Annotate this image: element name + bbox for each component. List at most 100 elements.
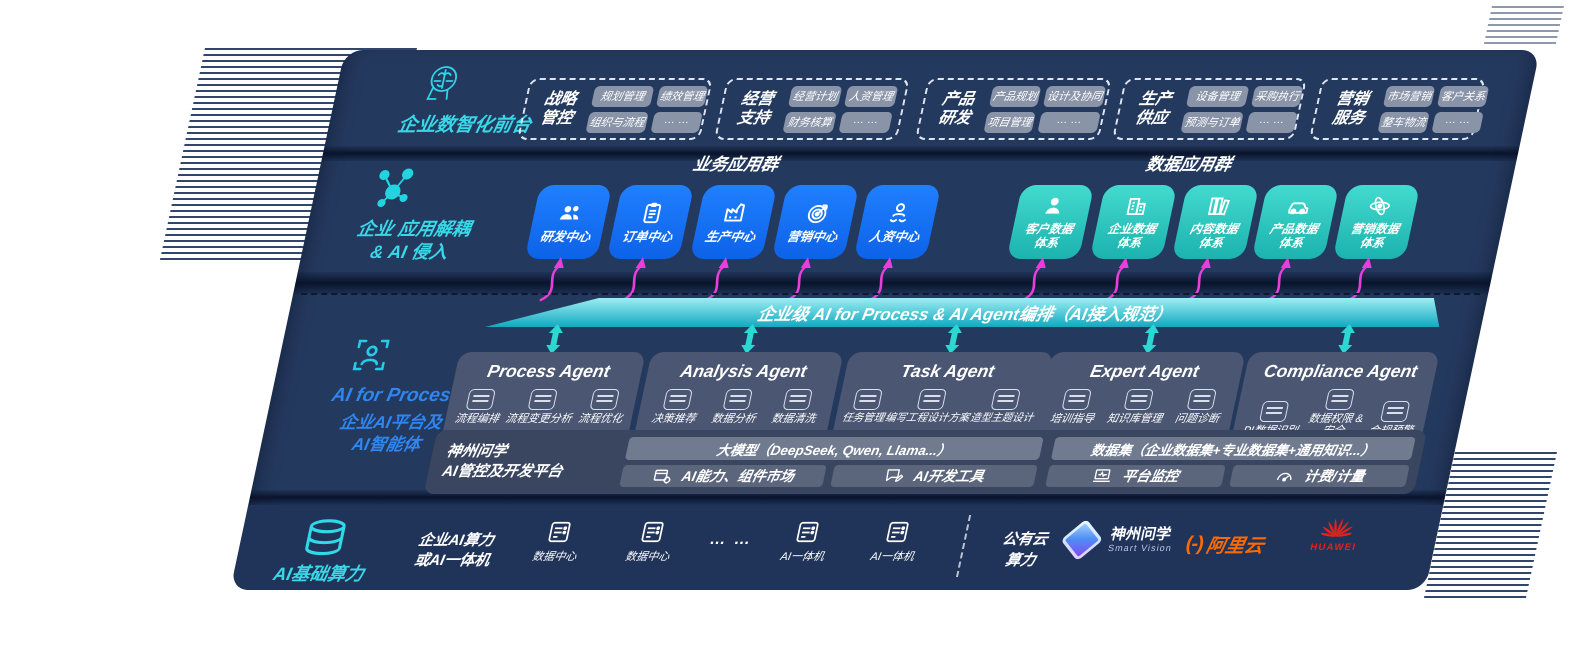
- chip: 组织与流程: [585, 111, 649, 133]
- huawei-name: HUAWEI: [1309, 542, 1358, 553]
- platform-model-group: 大模型（DeepSeek, Qwen, Llama...） AI能力、组件市场 …: [619, 437, 1044, 487]
- molecule-icon: [377, 168, 414, 207]
- center-hr: 人资中心: [853, 185, 942, 259]
- center-label: 营销中心: [785, 229, 839, 244]
- agent-title: Task Agent: [899, 361, 997, 381]
- cell-billing: 计费/计量: [1229, 465, 1410, 487]
- center-marketing: 营销中心: [771, 185, 860, 259]
- group-product: 产品 研发 产品规划 设计及协同 项目管理 … …: [914, 78, 1113, 140]
- server-rack-icon: [886, 521, 909, 543]
- agent-item-label: 流程优化: [576, 413, 624, 425]
- shenzhou-name: 神州问学: [1109, 526, 1173, 544]
- stripe-decoration-top-right: [1483, 6, 1564, 48]
- data-product: 产品数据 体系: [1251, 185, 1340, 259]
- factory-icon: [724, 203, 746, 222]
- data-cleaning-icon: [782, 389, 813, 410]
- group-title: 经营 支持: [735, 90, 776, 127]
- cell-label: 平台监控: [1120, 468, 1181, 484]
- agent-item-label: 流程变更分析: [504, 413, 573, 425]
- data-label: 企业数据 体系: [1106, 222, 1158, 250]
- process-change-analysis-icon: [527, 389, 558, 410]
- ai-platform-bar: 神州问学 AI管控及开发平台 大模型（DeepSeek, Qwen, Llama…: [423, 430, 1428, 494]
- data-group-header: 数据应用群: [1144, 155, 1234, 174]
- group-strategy: 战略 管控 规划管理 绩效管理 组织与流程 … …: [516, 78, 714, 140]
- agent-title: Analysis Agent: [678, 361, 809, 381]
- agent-item-label: 知识库管理: [1105, 413, 1164, 425]
- public-cloud-label: 公有云 算力: [1000, 531, 1050, 569]
- data-label: 营销数据 体系: [1349, 222, 1401, 250]
- shenzhou-sub: Smart Vision: [1106, 543, 1173, 554]
- huawei-flower-icon: [1319, 518, 1355, 537]
- architecture-panel: 企业数智化前台 战略 管控 规划管理 绩效管理 组织与流程 … … 经营 支持 …: [230, 50, 1540, 590]
- pink-arrows: [539, 257, 1372, 302]
- chip: 绩效管理: [655, 85, 709, 107]
- training-guidance-icon: [1060, 389, 1092, 410]
- data-enterprise: 企业数据 体系: [1089, 185, 1178, 259]
- problem-diagnosis-icon: [1185, 389, 1217, 410]
- node-label: 数据中心: [623, 551, 671, 563]
- data-analysis-icon: [722, 389, 753, 410]
- alibaba-cloud-logo: (-) 阿里云: [1183, 531, 1267, 558]
- node-label: 数据中心: [530, 551, 578, 563]
- node-ai-appliance-2: AI一体机: [849, 519, 943, 564]
- component-market-icon: [653, 469, 671, 484]
- dashed-separator: [300, 293, 1481, 295]
- data-content: 内容数据 体系: [1171, 185, 1260, 259]
- server-rack-icon: [641, 521, 664, 543]
- chip: … …: [1037, 111, 1101, 133]
- data-marketing: 营销数据 体系: [1332, 185, 1421, 259]
- database-icon: [305, 519, 346, 556]
- huawei-logo: HUAWEI: [1296, 515, 1376, 553]
- cell-ai-market: AI能力、组件市场: [619, 465, 827, 487]
- server-rack-icon: [548, 521, 571, 543]
- agent-item-label: 编写工程设计方案: [884, 412, 971, 424]
- teal-arrows: [546, 324, 1355, 354]
- building-icon: [1126, 198, 1146, 216]
- chip: 规划管理: [590, 85, 655, 107]
- center-label: 订单中心: [620, 229, 674, 244]
- shelf-divider-1: [321, 146, 1520, 161]
- node-label: AI一体机: [869, 551, 916, 563]
- pi-data-recognition-icon: [1259, 401, 1290, 423]
- chip: … …: [1431, 111, 1484, 133]
- chip: 预测与订单: [1180, 111, 1244, 133]
- agent-item-label: 流程编排: [453, 413, 501, 425]
- chip: 市场营销: [1382, 85, 1436, 107]
- node-label: AI一体机: [779, 551, 826, 563]
- agent-title: Process Agent: [485, 361, 612, 381]
- chip: 整车物流: [1377, 111, 1430, 133]
- chip: 项目管理: [983, 111, 1036, 133]
- chip: … …: [1245, 111, 1298, 133]
- monitor-icon: [1093, 468, 1111, 482]
- data-label: 内容数据 体系: [1188, 222, 1240, 250]
- data-permission-icon: [1324, 389, 1356, 410]
- group-title: 生产 供应: [1133, 90, 1174, 127]
- group-title: 战略 管控: [538, 90, 579, 127]
- compliance-alert-icon: [1379, 401, 1411, 423]
- cell-label: 计费/计量: [1302, 468, 1367, 484]
- agent-title: Expert Agent: [1088, 361, 1202, 381]
- process-orchestration-icon: [465, 389, 497, 410]
- books-icon: [1207, 197, 1230, 216]
- center-order: 订单中心: [606, 185, 695, 259]
- dev-tools-icon: [885, 468, 903, 482]
- business-group-header: 业务应用群: [691, 155, 781, 174]
- person-icon: [1045, 197, 1060, 214]
- target-icon: [807, 204, 829, 223]
- infrastructure-band: AI基础算力 企业AI算力 或AI一体机 数据中心 数据中心 … … AI一体机…: [230, 505, 1444, 590]
- vertical-divider: [955, 515, 972, 577]
- model-bar: 大模型（DeepSeek, Qwen, Llama...）: [624, 437, 1044, 460]
- chip: 财务核算: [782, 111, 837, 133]
- brain-icon: [426, 66, 458, 100]
- chip: … …: [650, 111, 703, 133]
- cell-label: AI能力、组件市场: [680, 468, 796, 484]
- platform-name: 神州问学 AI管控及开发平台: [440, 442, 565, 480]
- car-icon: [1288, 202, 1309, 215]
- shenzhou-logo: 神州问学 Smart Vision: [1060, 518, 1177, 562]
- shenzhou-diamond-icon: [1060, 518, 1104, 562]
- node-ellipsis: … …: [707, 531, 754, 548]
- center-label: 人资中心: [867, 229, 921, 244]
- center-label: 生产中心: [703, 229, 757, 244]
- group-title: 营销 服务: [1330, 90, 1371, 127]
- chip: 采购执行: [1250, 85, 1304, 107]
